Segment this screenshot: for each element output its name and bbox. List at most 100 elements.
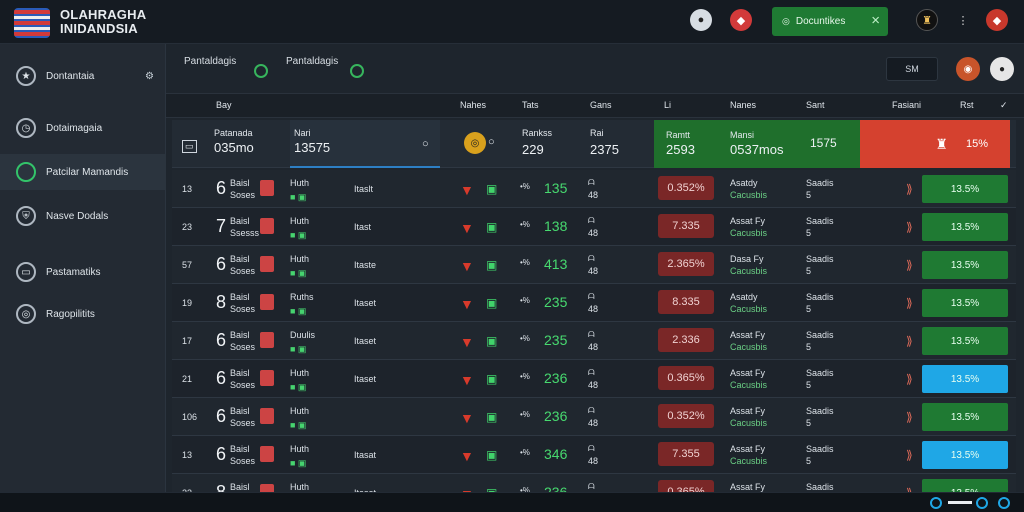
table-row[interactable]: 57 6 Baisl Soses Huth ■ ▣ Itaste ▼ ▣ •% … <box>172 246 1016 284</box>
settings-icon[interactable]: ⚙ <box>145 70 154 82</box>
row-score-2: 5 <box>806 266 812 276</box>
table-row[interactable]: 13 6 Baisl Soses Huth ■ ▣ Itasat ▼ ▣ •% … <box>172 436 1016 474</box>
odds-badge[interactable]: 2.365% <box>658 252 714 276</box>
status-icon[interactable] <box>930 497 942 509</box>
table-row[interactable]: 106 6 Baisl Soses Huth ■ ▣ ▼ ▣ •% 236 ᗩ … <box>172 398 1016 436</box>
search-input[interactable]: Nari 13575 ○ <box>290 120 440 168</box>
sidebar-item-1[interactable]: ★ Dontantaia ⚙ <box>0 58 166 94</box>
row-score-2: 5 <box>806 342 812 352</box>
odds-total: 48 <box>588 342 599 352</box>
row-score-1: Saadis <box>806 368 834 378</box>
close-icon[interactable]: × <box>871 12 880 29</box>
percentage-badge[interactable]: 13.5% <box>922 441 1008 469</box>
percentage-badge[interactable]: 13.5% <box>922 479 1008 492</box>
row-name-1: Assat Fy <box>730 368 766 378</box>
row-name-1: Assat Fy <box>730 216 766 226</box>
featured-row[interactable]: ▭ Patanada 035mo Nari 13575 ○ ◎ ○ Rankss… <box>172 120 1016 168</box>
table-row[interactable]: 21 6 Baisl Soses Huth ■ ▣ Itaset ▼ ▣ •% … <box>172 360 1016 398</box>
col-header[interactable]: Bay <box>216 100 232 110</box>
row-name-1: Asatdy <box>730 178 758 188</box>
badge-icon[interactable]: ◆ <box>986 9 1008 31</box>
more-icon[interactable]: ⋮ <box>957 14 969 27</box>
team-logo-icon[interactable]: ◉ <box>956 57 980 81</box>
indicator-icon: ▼ <box>460 296 474 312</box>
row-label-b: Soses <box>230 304 256 314</box>
sidebar-item-5[interactable]: ▭ Pastamatiks <box>0 254 166 290</box>
sidebar-item-3[interactable]: Patcilar Mamandis <box>0 154 166 190</box>
settings-icon[interactable] <box>998 497 1010 509</box>
sidebar-item-6[interactable]: ◎ Ragopilitits <box>0 296 166 332</box>
table-row[interactable]: 17 6 Baisl Soses Duulis ■ ▣ Itaset ▼ ▣ •… <box>172 322 1016 360</box>
odds-badge[interactable]: 0.365% <box>658 366 714 390</box>
odds-label: ᗩ <box>588 292 595 301</box>
odds-value: 346 <box>544 446 568 462</box>
percentage-badge[interactable]: 13.5% <box>922 403 1008 431</box>
team-crest-icon <box>260 332 274 348</box>
col-header[interactable]: Nahes <box>460 100 487 110</box>
percentage-badge[interactable]: 13.5% <box>922 365 1008 393</box>
percentage-badge[interactable]: 13.5% <box>922 289 1008 317</box>
odds-label: ᗩ <box>588 216 595 225</box>
toolbar-filter[interactable]: SM <box>886 57 938 81</box>
col-header[interactable]: Rst <box>960 100 974 110</box>
odds-badge[interactable]: 2.336 <box>658 328 714 352</box>
table-row[interactable]: 13 6 Baisl Soses Huth ■ ▣ Itaslt ▼ ▣ •% … <box>172 170 1016 208</box>
sync-icon[interactable] <box>976 497 988 509</box>
odds-total: 48 <box>588 228 599 238</box>
row-label-a: Baisl <box>230 178 250 188</box>
odds-badge[interactable]: 0.352% <box>658 404 714 428</box>
table-row[interactable]: 19 8 Baisl Soses Ruths ■ ▣ Itaset ▼ ▣ •%… <box>172 284 1016 322</box>
team-crest-icon <box>260 408 274 424</box>
percentage-badge[interactable]: 13.5% <box>922 327 1008 355</box>
toolbar-item-left1[interactable]: Pantaldagis <box>184 56 237 67</box>
featured-green-block[interactable]: Ramtt 2593 Mansi 0537mos 1575 <box>654 120 860 168</box>
search-icon[interactable]: ○ <box>422 138 429 150</box>
status-icon: ▣ <box>486 334 498 348</box>
top-navigation: OLAHRAGHA INIDANDSIA ● ◆ ◎ Docuntikes × ♜… <box>0 0 1024 44</box>
team-crest-icon <box>260 180 274 196</box>
col-header[interactable]: Li <box>664 100 672 110</box>
col-header[interactable]: Nanes <box>730 100 757 110</box>
table-row[interactable]: 23 7 Baisl Ssesss Huth ■ ▣ Itast ▼ ▣ •% … <box>172 208 1016 246</box>
trend-icon: ⟫ <box>906 448 913 462</box>
sidebar-item-4[interactable]: ⛨ Nasve Dodals <box>0 198 166 234</box>
toolbar-item-left2[interactable]: Pantaldagis <box>286 56 339 67</box>
col-header[interactable]: Gans <box>590 100 612 110</box>
table-row[interactable]: 23 8 Baisl Soses Huth ■ ▣ Itaset ▼ ▣ •% … <box>172 474 1016 492</box>
flag-logo <box>14 8 50 38</box>
odds-badge[interactable]: 7.355 <box>658 442 714 466</box>
promo-banner[interactable]: ◎ Docuntikes × <box>772 7 888 36</box>
row-number: 6 <box>216 406 227 426</box>
odds-badge[interactable]: 8.335 <box>658 290 714 314</box>
featured-value: 2375 <box>590 142 619 157</box>
row-score-1: Saadis <box>806 444 834 454</box>
row-market: Itasat <box>354 450 377 460</box>
sidebar-item-2[interactable]: ◷ Dotaimagaia <box>0 110 166 146</box>
featured-label: Rankss <box>522 128 553 138</box>
search-label: Nari <box>294 128 311 138</box>
odds-badge[interactable]: 0.365% <box>658 480 714 492</box>
team-badge-icon: ■ ▣ <box>290 458 307 468</box>
row-label-b: Soses <box>230 190 256 200</box>
col-header[interactable]: Sant <box>806 100 825 110</box>
soccer-ball-icon[interactable]: ● <box>990 57 1014 81</box>
trophy-icon[interactable]: ♜ <box>916 9 938 31</box>
percentage-badge[interactable]: 13.5% <box>922 175 1008 203</box>
odds-label: ᗩ <box>588 368 595 377</box>
col-header[interactable]: Fasiani <box>892 100 922 110</box>
row-name-1: Assat Fy <box>730 444 766 454</box>
row-score-2: 5 <box>806 418 812 428</box>
status-bar <box>0 492 1024 512</box>
percentage-badge[interactable]: 13.5% <box>922 213 1008 241</box>
ball-icon[interactable]: ● <box>690 9 712 31</box>
row-team: Huth <box>290 178 310 188</box>
col-header[interactable]: Tats <box>522 100 539 110</box>
sidebar-item-label: Patcilar Mamandis <box>46 166 129 178</box>
shield-icon[interactable]: ◆ <box>730 9 752 31</box>
odds-badge[interactable]: 7.335 <box>658 214 714 238</box>
percentage-badge[interactable]: 13.5% <box>922 251 1008 279</box>
odds-badge[interactable]: 0.352% <box>658 176 714 200</box>
chevron-down-icon[interactable]: ✓ <box>1000 100 1008 110</box>
featured-red-block[interactable]: ♜ 15% <box>860 120 1010 168</box>
row-index: 23 <box>182 222 193 232</box>
